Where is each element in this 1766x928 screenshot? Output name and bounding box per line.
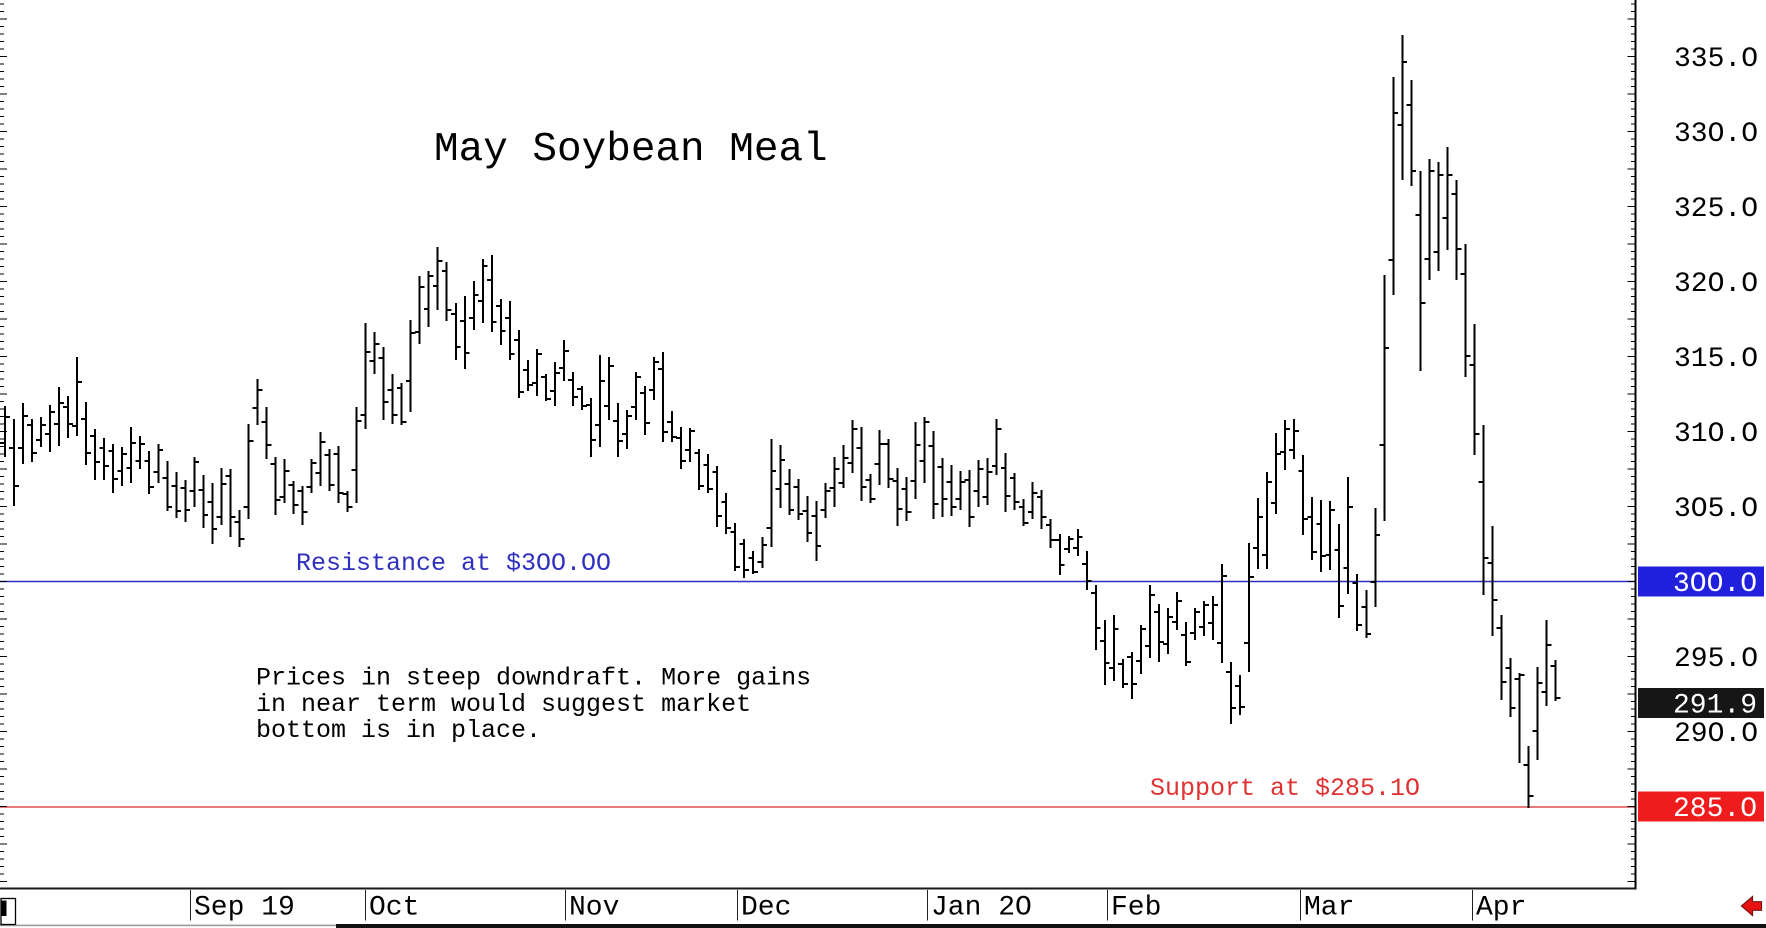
svg-text:Dec: Dec xyxy=(741,893,791,924)
svg-text:Support at $285.1O: Support at $285.1O xyxy=(1150,774,1420,803)
svg-text:295.O: 295.O xyxy=(1674,644,1758,675)
svg-text:32O.O: 32O.O xyxy=(1674,269,1758,300)
svg-text:285.O: 285.O xyxy=(1673,794,1757,825)
svg-text:291.9: 291.9 xyxy=(1673,691,1757,722)
svg-text:Nov: Nov xyxy=(569,893,619,924)
svg-text:in near term would suggest mar: in near term would suggest market xyxy=(256,690,751,719)
svg-text:315.O: 315.O xyxy=(1674,344,1758,375)
svg-text:Prices in steep downdraft. Mor: Prices in steep downdraft. More gains xyxy=(256,664,811,693)
svg-text:Apr: Apr xyxy=(1476,893,1526,924)
svg-text:335.O: 335.O xyxy=(1674,44,1758,75)
svg-text:May Soybean Meal: May Soybean Meal xyxy=(434,127,828,173)
svg-text:31O.O: 31O.O xyxy=(1674,419,1758,450)
svg-text:bottom is in place.: bottom is in place. xyxy=(256,716,541,745)
svg-text:Oct: Oct xyxy=(369,893,419,924)
svg-text:33O.O: 33O.O xyxy=(1674,119,1758,150)
svg-text:Resistance at $3OO.OO: Resistance at $3OO.OO xyxy=(296,549,611,578)
svg-text:Feb: Feb xyxy=(1111,893,1161,924)
svg-text:325.O: 325.O xyxy=(1674,194,1758,225)
svg-text:Jan 2O: Jan 2O xyxy=(931,893,1032,924)
svg-text:Sep 19: Sep 19 xyxy=(194,893,295,924)
svg-text:29O.O: 29O.O xyxy=(1674,719,1758,750)
svg-text:3O5.O: 3O5.O xyxy=(1674,494,1758,525)
svg-text:Mar: Mar xyxy=(1304,893,1354,924)
svg-text:3OO.O: 3OO.O xyxy=(1673,569,1757,600)
